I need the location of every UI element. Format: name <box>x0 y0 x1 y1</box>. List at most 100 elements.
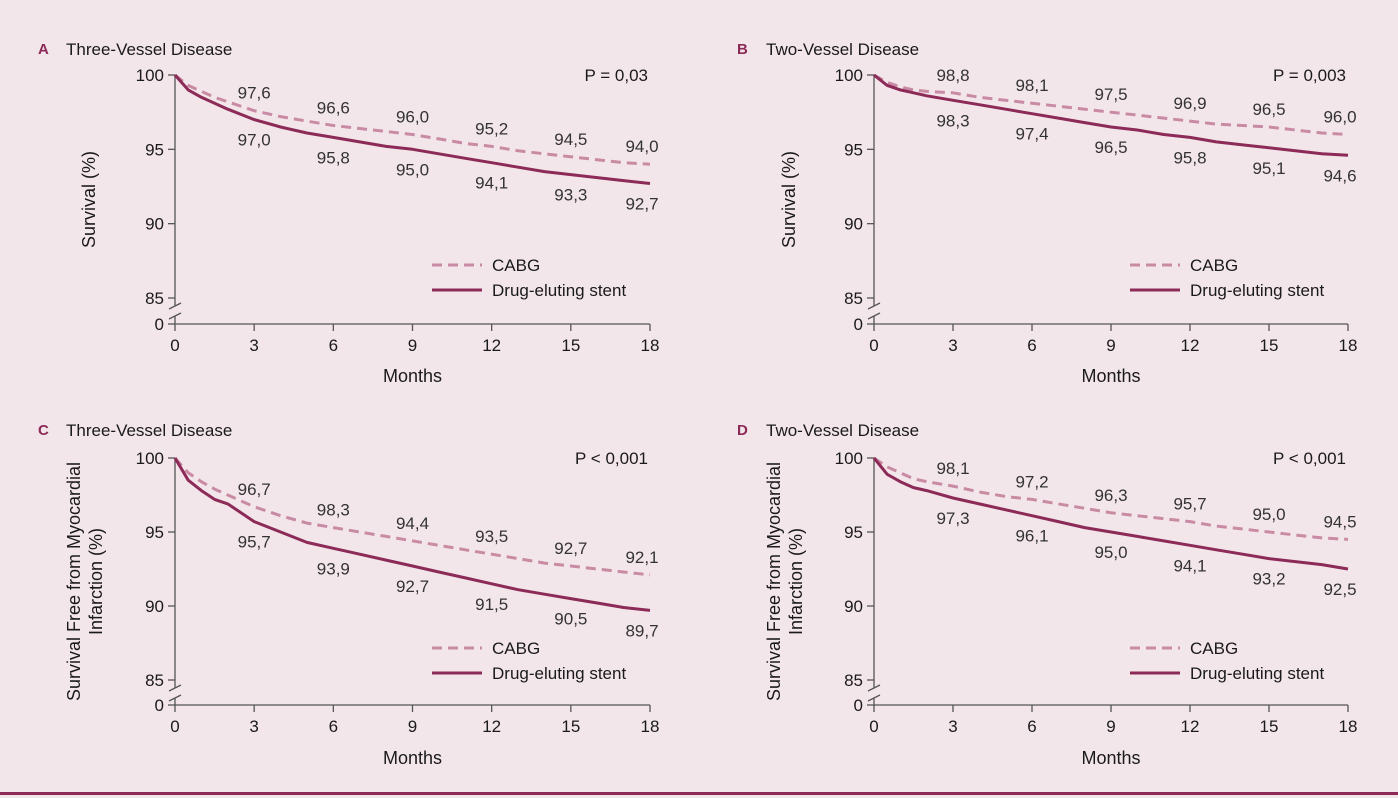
panel-a-x-axis-title: Months <box>383 366 442 386</box>
panel-c-legend-stent-label: Drug-eluting stent <box>492 664 626 683</box>
panel-c-stent-label: 89,7 <box>625 621 658 640</box>
panel-b-stent-line <box>873 73 1349 157</box>
bottom-rule <box>0 792 1398 795</box>
panel-a-p-value: P = 0,03 <box>585 66 649 85</box>
panel-a-stent-label: 93,3 <box>554 186 587 205</box>
panel-a-y-tick-label: 85 <box>145 289 164 308</box>
panel-c-x-tick-label: 18 <box>641 717 660 736</box>
panel-a-axis-break-mark <box>168 312 182 320</box>
panel-c-x-tick-label: 9 <box>408 717 417 736</box>
panel-c-stent-line <box>173 457 651 612</box>
panel-c-y-axis-title-line: Survival Free from Myocardial <box>64 462 84 701</box>
panel-d-stent-label: 93,2 <box>1252 570 1285 589</box>
panel-b-cabg-label: 98,8 <box>936 66 969 85</box>
panel-c-x-tick-label: 3 <box>249 717 258 736</box>
panel-b-y-tick-label: 100 <box>835 66 863 85</box>
panel-a-x-tick-label: 18 <box>641 336 660 355</box>
panel-b-stent-label: 94,6 <box>1323 166 1356 185</box>
panel-d-y-axis-title: Survival Free from Myocardial Infarction … <box>764 462 806 701</box>
panel-b-legend-cabg-label: CABG <box>1190 256 1238 275</box>
panel-c-y-zero-label: 0 <box>155 696 164 715</box>
panel-b-p-value: P = 0,003 <box>1273 66 1346 85</box>
panel-a-cabg-label: 96,0 <box>396 107 429 126</box>
panel-c-y-tick-label: 85 <box>145 671 164 690</box>
panel-a-x-tick-label: 0 <box>170 336 179 355</box>
panel-a-cabg-label: 94,0 <box>625 137 658 156</box>
panel-b-stent-label: 95,8 <box>1173 148 1206 167</box>
panel-a-legend-stent-label: Drug-eluting stent <box>492 281 626 300</box>
panel-b-x-tick-label: 12 <box>1181 336 1200 355</box>
panel-a-legend-cabg-label: CABG <box>492 256 540 275</box>
panel-a-cabg-line <box>174 73 651 166</box>
panel-a-y-zero-label: 0 <box>155 315 164 334</box>
panel-d-x-tick-label: 12 <box>1181 717 1200 736</box>
panel-c-stent-label: 93,9 <box>317 559 350 578</box>
panel-d-cabg-label: 98,1 <box>936 459 969 478</box>
panel-c-legend-cabg-label: CABG <box>492 639 540 658</box>
panel-b-x-tick-label: 6 <box>1027 336 1036 355</box>
panel-b-x-axis-title: Months <box>1081 366 1140 386</box>
panel-a-stent-line <box>173 74 651 185</box>
panel-d-x-tick-label: 6 <box>1027 717 1036 736</box>
panel-b-y-zero-label: 0 <box>854 315 863 334</box>
panel-b-x-tick-label: 9 <box>1106 336 1115 355</box>
panel-c-title: Three-Vessel Disease <box>66 421 232 440</box>
panel-b-cabg-label: 96,0 <box>1323 107 1356 126</box>
panel-c-cabg-label: 93,5 <box>475 527 508 546</box>
panel-a-x-tick-label: 9 <box>408 336 417 355</box>
panel-b-stent-label: 96,5 <box>1094 138 1127 157</box>
panel-b-stent-label: 97,4 <box>1015 125 1048 144</box>
panel-b-axis-break-mark <box>867 312 881 320</box>
panel-c-axis-break-mark <box>168 694 182 702</box>
panel-c-cabg-label: 94,4 <box>396 514 429 533</box>
panel-b-cabg-label: 96,9 <box>1173 94 1206 113</box>
panel-d-stent-label: 94,1 <box>1173 556 1206 575</box>
panel-b-x-tick-label: 15 <box>1260 336 1279 355</box>
panel-b-letter: B <box>737 41 748 58</box>
panel-c-y-axis-title-line: Infarction (%) <box>86 528 106 635</box>
panel-a-stent-label: 92,7 <box>625 195 658 214</box>
panel-c-p-value: P < 0,001 <box>575 449 648 468</box>
panel-a-stent-label: 95,8 <box>317 148 350 167</box>
panel-d-x-tick-label: 18 <box>1339 717 1358 736</box>
panel-c-axis-break-mark <box>168 684 182 692</box>
panel-b: B Two-Vessel Disease 100 95 90 85 00 3 6 9 12 15 18 M… <box>737 40 1357 386</box>
panel-a-cabg-label: 95,2 <box>475 119 508 138</box>
panel-d-stent-label: 92,5 <box>1323 580 1356 599</box>
panel-c-cabg-label: 92,7 <box>554 539 587 558</box>
panel-a-stent-label: 95,0 <box>396 160 429 179</box>
panel-d-legend-cabg-label: CABG <box>1190 639 1238 658</box>
panel-c-y-tick-label: 90 <box>145 597 164 616</box>
panel-d-cabg-label: 96,3 <box>1094 486 1127 505</box>
panel-d-cabg-label: 97,2 <box>1015 472 1048 491</box>
panel-a-x-tick-label: 3 <box>249 336 258 355</box>
panel-a-cabg-label: 94,5 <box>554 130 587 149</box>
panel-b-cabg-line <box>873 73 1349 136</box>
panel-d-cabg-label: 94,5 <box>1323 512 1356 531</box>
panel-d-title: Two-Vessel Disease <box>766 421 919 440</box>
panel-c-y-tick-label: 95 <box>145 523 164 542</box>
panel-c-stent-label: 91,5 <box>475 595 508 614</box>
panel-c-x-tick-label: 12 <box>482 717 501 736</box>
panel-c-cabg-label: 96,7 <box>238 480 271 499</box>
panel-a-x-tick-label: 15 <box>561 336 580 355</box>
panel-b-y-tick-label: 85 <box>844 289 863 308</box>
panel-d-y-tick-label: 90 <box>844 597 863 616</box>
panel-a-y-tick-label: 90 <box>145 215 164 234</box>
panel-d-x-tick-label: 3 <box>948 717 957 736</box>
panel-d-cabg-label: 95,0 <box>1252 505 1285 524</box>
panel-b-y-axis-title-line: Survival (%) <box>779 151 799 248</box>
panel-b-title: Two-Vessel Disease <box>766 40 919 59</box>
panel-c: C Three-Vessel Disease 100 95 90 85 00 3 6 9 12 15 1… <box>38 421 659 768</box>
panel-c-y-tick-label: 100 <box>136 449 164 468</box>
panel-c-x-tick-label: 0 <box>170 717 179 736</box>
panel-a-stent-label: 94,1 <box>475 174 508 193</box>
panel-b-y-tick-label: 95 <box>844 140 863 159</box>
panel-b-cabg-label: 98,1 <box>1015 76 1048 95</box>
panel-c-cabg-line <box>173 457 651 577</box>
panel-d-stent-label: 95,0 <box>1094 543 1127 562</box>
panel-d: D Two-Vessel Disease 100 95 90 85 00 3 6 9 12 15 18 M… <box>737 421 1357 768</box>
panel-d-x-axis-title: Months <box>1081 748 1140 768</box>
panel-d-p-value: P < 0,001 <box>1273 449 1346 468</box>
